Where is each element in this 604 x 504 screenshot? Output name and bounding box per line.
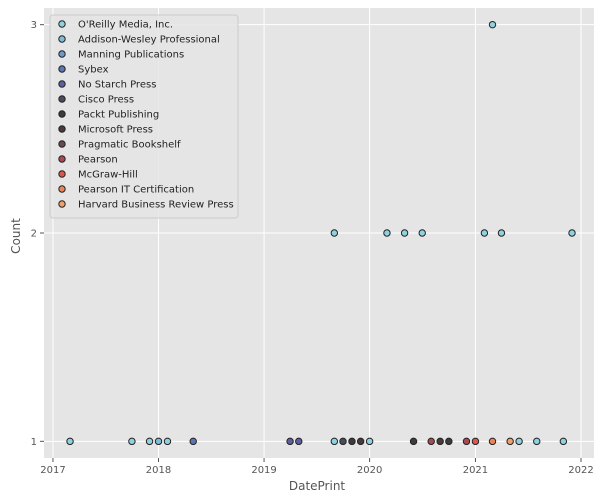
data-point xyxy=(462,437,471,446)
data-point xyxy=(383,229,391,237)
x-tick-label: 2018 xyxy=(146,465,171,476)
data-point xyxy=(488,20,497,29)
y-tick-label: 3 xyxy=(31,20,37,31)
y-tick-label: 1 xyxy=(31,437,37,448)
legend-label: Pearson xyxy=(78,155,118,166)
legend-marker xyxy=(58,170,66,178)
legend-marker xyxy=(58,110,66,118)
data-point xyxy=(286,437,294,446)
y-axis-ticks: 1 2 3 xyxy=(31,20,44,448)
data-point xyxy=(189,437,197,446)
legend-label: Sybex xyxy=(78,65,109,76)
y-axis-label: Count xyxy=(9,218,23,254)
x-tick-label: 2017 xyxy=(40,465,65,476)
legend-label: Pragmatic Bookshelf xyxy=(78,140,181,151)
data-point xyxy=(480,229,489,237)
legend-label: Microsoft Press xyxy=(78,125,153,136)
legend-marker xyxy=(58,200,66,208)
legend-label: Packt Publishing xyxy=(78,110,159,121)
data-point xyxy=(497,229,506,237)
data-point xyxy=(418,229,426,237)
data-point xyxy=(506,437,514,446)
data-point xyxy=(356,437,365,446)
data-point xyxy=(154,437,163,446)
legend-marker xyxy=(58,35,66,43)
data-point xyxy=(427,437,435,446)
data-point xyxy=(128,437,136,446)
legend-label: McGraw-Hill xyxy=(78,170,138,181)
data-point xyxy=(471,437,480,446)
data-point xyxy=(533,437,541,446)
legend-marker xyxy=(58,140,66,148)
data-point xyxy=(163,437,172,446)
data-point xyxy=(445,437,453,446)
legend-marker xyxy=(58,80,66,88)
data-points xyxy=(66,20,576,446)
y-tick-label: 2 xyxy=(31,229,37,240)
x-tick-label: 2019 xyxy=(251,465,276,476)
x-tick-label: 2020 xyxy=(357,465,382,476)
x-axis-label: DatePrint xyxy=(289,479,346,493)
legend-label: Cisco Press xyxy=(78,95,134,106)
legend-marker xyxy=(58,65,66,73)
legend-marker xyxy=(58,50,66,58)
data-point xyxy=(365,437,374,446)
legend-marker xyxy=(58,20,66,28)
legend-label: Harvard Business Review Press xyxy=(78,200,234,211)
data-point xyxy=(436,437,444,446)
legend-marker xyxy=(58,185,66,193)
data-point xyxy=(348,437,356,446)
data-point xyxy=(409,437,418,446)
legend-label: Pearson IT Certification xyxy=(78,185,194,196)
legend-label: No Starch Press xyxy=(78,80,156,91)
data-point xyxy=(400,229,409,237)
legend-box xyxy=(49,14,239,219)
data-point xyxy=(339,437,347,446)
legend-marker xyxy=(58,95,66,103)
data-point xyxy=(330,437,339,446)
x-axis-ticks: 2017 2018 2019 2020 2021 2022 xyxy=(40,458,594,476)
legend-label: O'Reilly Media, Inc. xyxy=(78,20,173,31)
legend-label: Manning Publications xyxy=(78,50,184,61)
data-point xyxy=(559,437,568,446)
data-point xyxy=(330,229,339,237)
data-point xyxy=(515,437,523,446)
legend-marker xyxy=(58,155,66,163)
data-point xyxy=(66,437,74,446)
x-tick-label: 2022 xyxy=(568,465,593,476)
data-point xyxy=(295,437,303,446)
data-point xyxy=(568,229,576,237)
x-tick-label: 2021 xyxy=(463,465,488,476)
data-point xyxy=(488,437,497,446)
legend-label: Addison-Wesley Professional xyxy=(78,35,220,46)
legend: O'Reilly Media, Inc. Addison-Wesley Profe… xyxy=(49,14,239,219)
legend-marker xyxy=(58,125,66,133)
data-point xyxy=(145,437,154,446)
